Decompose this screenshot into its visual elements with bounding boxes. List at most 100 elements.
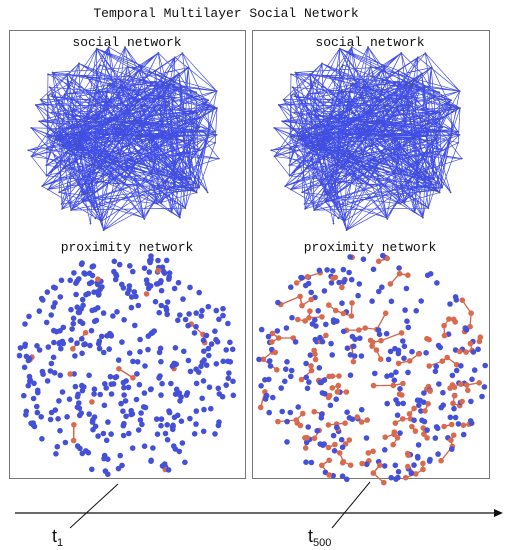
social-node [404, 97, 407, 100]
proximity-node [424, 272, 431, 279]
proximity-node [166, 276, 172, 282]
social-node [297, 138, 300, 140]
contact-node [354, 414, 361, 420]
social-node [184, 207, 187, 210]
proximity-node [173, 386, 180, 393]
proximity-node [55, 416, 61, 422]
proximity-node [112, 374, 119, 381]
proximity-node [164, 422, 170, 428]
social-node [325, 193, 327, 196]
contact-node [312, 356, 319, 363]
contact-node [323, 332, 329, 339]
proximity-node [453, 297, 460, 303]
social-node [73, 148, 75, 150]
proximity-node [357, 335, 363, 342]
social-node [294, 95, 296, 98]
social-node [306, 93, 309, 96]
proximity-node [43, 319, 50, 326]
proximity-node [121, 317, 127, 323]
proximity-node [164, 299, 171, 305]
contact-node [375, 258, 382, 265]
social-node [27, 149, 30, 152]
social-node [160, 201, 163, 204]
proximity-node [227, 359, 234, 365]
social-node [157, 52, 160, 54]
social-node [45, 164, 48, 167]
contact-node [272, 349, 279, 356]
contact-node [304, 274, 311, 280]
proximity-node [328, 340, 334, 347]
contact-node [330, 275, 336, 282]
contact-node [420, 460, 426, 467]
social-node [304, 208, 306, 210]
proximity-node [201, 348, 207, 355]
time-label-sub: 1 [57, 537, 63, 549]
proximity-node [275, 299, 281, 306]
proximity-node [229, 346, 236, 353]
social-node [294, 71, 297, 74]
proximity-node [151, 328, 157, 334]
proximity-node [401, 343, 408, 350]
proximity-node [40, 297, 46, 303]
social-node [64, 133, 67, 136]
social-node [290, 73, 292, 76]
social-node [337, 159, 340, 161]
proximity-node [184, 390, 191, 396]
social-node [349, 108, 352, 111]
contact-edge [376, 312, 387, 330]
contact-node [438, 457, 444, 464]
proximity-node [69, 326, 75, 332]
proximity-node [352, 336, 358, 343]
proximity-node [481, 384, 488, 390]
proximity-node [340, 266, 347, 273]
social-node [54, 138, 57, 140]
proximity-node [471, 367, 478, 373]
contact-node [306, 315, 312, 321]
proximity-node [205, 345, 212, 352]
social-node [441, 126, 444, 129]
proximity-node [312, 336, 319, 343]
proximity-node [292, 339, 299, 345]
contact-node [424, 435, 430, 441]
social-node [284, 185, 287, 188]
social-node [290, 135, 292, 138]
social-node [301, 126, 303, 129]
social-node [191, 189, 194, 192]
proximity-node [90, 263, 97, 269]
proximity-node [108, 391, 115, 397]
proximity-node [215, 385, 222, 392]
social-node [319, 123, 322, 126]
proximity-node [74, 404, 81, 411]
proximity-node [266, 358, 273, 364]
social-edges [271, 46, 463, 231]
proximity-node [405, 324, 412, 331]
social-node [347, 153, 350, 156]
proximity-node [158, 287, 165, 294]
social-node [174, 56, 176, 59]
proximity-node [304, 385, 311, 392]
proximity-node [418, 298, 425, 304]
proximity-node [106, 346, 112, 352]
proximity-node [128, 294, 135, 300]
proximity-node [103, 385, 109, 391]
contact-node [448, 421, 455, 428]
proximity-node [148, 457, 154, 464]
social-node [198, 186, 201, 189]
contact-node [448, 437, 454, 444]
proximity-node [447, 414, 454, 421]
social-node [329, 192, 332, 195]
proximity-node [108, 333, 115, 339]
contact-node [334, 389, 341, 395]
proximity-node [423, 350, 429, 356]
proximity-node [227, 339, 233, 346]
proximity-node [120, 422, 127, 429]
social-node [195, 182, 198, 185]
contact-node [458, 381, 464, 388]
proximity-node [230, 378, 236, 385]
contact-node [378, 337, 384, 344]
proximity-node [388, 372, 395, 379]
proximity-node [449, 446, 455, 452]
contact-edge [380, 332, 402, 342]
social-node [441, 186, 443, 189]
proximity-node [263, 392, 270, 399]
